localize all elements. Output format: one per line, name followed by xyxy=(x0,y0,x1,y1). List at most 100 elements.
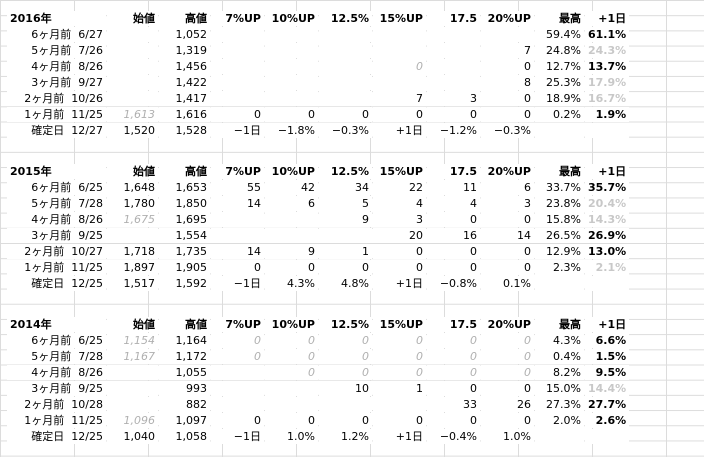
high-cell: 1,172 xyxy=(158,348,211,365)
empty-cell xyxy=(584,122,630,139)
plus1-cell: 35.7% xyxy=(584,179,630,196)
open-cell: 1,020 xyxy=(106,26,159,43)
final-cell: −1.8% xyxy=(264,122,319,139)
count-cell: 0 xyxy=(318,364,373,381)
high-cell: 1,616 xyxy=(158,106,211,123)
count-cell: 36 xyxy=(210,396,265,413)
header-10up: 10%UP xyxy=(264,10,319,27)
table-row: 3ヶ月前 9/27 1,298 1,422 46 36 33 25 17 8 2… xyxy=(6,74,630,91)
final-cell: −1日 xyxy=(210,428,265,445)
period-label: 6ヶ月前 xyxy=(31,180,72,194)
max-cell: 12.7% xyxy=(534,58,585,75)
row-label: 確定日 12/25 xyxy=(6,275,107,292)
year-header: 2014年 xyxy=(6,316,107,333)
count-cell: 43 xyxy=(264,227,319,244)
open-cell: 1,443 xyxy=(106,58,159,75)
count-cell: 0 xyxy=(480,90,535,107)
count-cell: 114 xyxy=(210,26,265,43)
count-cell: 0 xyxy=(372,332,427,349)
high-cell: 1,528 xyxy=(158,122,211,139)
count-cell: 0 xyxy=(426,106,481,123)
max-cell: 27.3% xyxy=(534,396,585,413)
count-cell: 49 xyxy=(210,227,265,244)
period-label: 5ヶ月前 xyxy=(31,349,72,363)
final-row: 確定日 12/25 1,040 1,058 −1日 1.0% 1.2% +1日 … xyxy=(6,428,630,445)
count-cell: 0 xyxy=(372,106,427,123)
count-cell: 68 xyxy=(210,42,265,59)
table-row: 1ヶ月前 11/25 1,096 1,097 0 0 0 0 0 0 2.0% … xyxy=(6,412,630,429)
count-cell: 43 xyxy=(318,42,373,59)
year-header: 2016年 xyxy=(6,10,107,27)
count-cell: 5 xyxy=(318,195,373,212)
count-cell: 0 xyxy=(264,332,319,349)
count-cell: 0 xyxy=(372,243,427,260)
header-12-5: 12.5% xyxy=(318,10,373,27)
max-cell: 15.0% xyxy=(534,380,585,397)
table-row: 5ヶ月前 7/28 1,780 1,850 14 6 5 4 4 3 23.8%… xyxy=(6,195,630,212)
header-7up: 7%UP xyxy=(210,316,265,333)
count-cell: 9 xyxy=(318,211,373,228)
period-label: 6ヶ月前 xyxy=(31,333,72,347)
header-max: 最高 xyxy=(534,316,585,333)
count-cell: 36 xyxy=(318,396,373,413)
final-cell: 1.2% xyxy=(318,428,373,445)
final-cell: −0.4% xyxy=(426,428,481,445)
max-cell: 2.3% xyxy=(534,259,585,276)
date-label: 11/25 xyxy=(71,260,103,274)
row-label: 3ヶ月前 9/25 xyxy=(6,380,107,397)
count-cell: 0 xyxy=(480,211,535,228)
open-cell: 1,298 xyxy=(106,74,159,91)
plus1-cell: 1.9% xyxy=(584,106,630,123)
header-20up: 20%UP xyxy=(480,163,535,180)
row-label: 4ヶ月前 8/26 xyxy=(6,211,107,228)
count-cell: 46 xyxy=(210,74,265,91)
period-label: 2ヶ月前 xyxy=(24,91,65,105)
count-cell: 113 xyxy=(264,26,319,43)
count-cell: 0 xyxy=(480,58,535,75)
count-cell: 7 xyxy=(372,90,427,107)
count-cell: 6 xyxy=(264,58,319,75)
open-cell: 1,648 xyxy=(106,179,159,196)
high-cell: 1,422 xyxy=(158,74,211,91)
date-label: 12/27 xyxy=(71,123,103,137)
count-cell: 0 xyxy=(426,380,481,397)
date-label: 8/26 xyxy=(78,212,103,226)
header-row: 2014年 始値 高値 7%UP 10%UP 12.5% 15%UP 17.5 … xyxy=(6,316,630,333)
count-cell: 0 xyxy=(210,332,265,349)
count-cell: 0 xyxy=(480,364,535,381)
period-label: 6ヶ月前 xyxy=(31,27,72,41)
date-label: 7/26 xyxy=(78,43,103,57)
high-cell: 1,695 xyxy=(158,211,211,228)
count-cell: 1 xyxy=(372,380,427,397)
final-label: 確定日 xyxy=(31,429,65,443)
final-cell: 4.3% xyxy=(264,275,319,292)
count-cell: 36 xyxy=(264,74,319,91)
period-label: 4ヶ月前 xyxy=(31,212,72,226)
header-plus1day: +1日 xyxy=(584,10,630,27)
open-cell: 1,033 xyxy=(106,364,159,381)
header-plus1day: +1日 xyxy=(584,163,630,180)
empty-cell xyxy=(534,122,585,139)
table-row: 3ヶ月前 9/25 1,405 1,554 49 43 35 20 16 14 … xyxy=(6,227,630,244)
open-cell: 1,780 xyxy=(106,195,159,212)
count-cell: 9 xyxy=(210,58,265,75)
header-high: 高値 xyxy=(158,163,211,180)
table-row: 5ヶ月前 7/28 1,167 1,172 0 0 0 0 0 0 0.4% 1… xyxy=(6,348,630,365)
date-label: 8/26 xyxy=(78,365,103,379)
high-cell: 1,554 xyxy=(158,227,211,244)
count-cell: 0 xyxy=(264,412,319,429)
final-cell: −1日 xyxy=(210,122,265,139)
count-cell: 33 xyxy=(318,74,373,91)
open-cell: 1,040 xyxy=(106,428,159,445)
count-cell: 1 xyxy=(318,243,373,260)
empty-cell xyxy=(534,275,585,292)
table-row: 6ヶ月前 6/25 1,154 1,164 0 0 0 0 0 0 4.3% 6… xyxy=(6,332,630,349)
date-label: 8/26 xyxy=(78,59,103,73)
count-cell: 0 xyxy=(426,348,481,365)
count-cell: 0 xyxy=(372,259,427,276)
high-cell: 1,850 xyxy=(158,195,211,212)
header-20up: 20%UP xyxy=(480,10,535,27)
plus1-cell: 20.4% xyxy=(584,195,630,212)
table-2016: 2016年 始値 高値 7%UP 10%UP 12.5% 15%UP 17.5 … xyxy=(6,10,630,139)
count-cell: 0 xyxy=(480,259,535,276)
